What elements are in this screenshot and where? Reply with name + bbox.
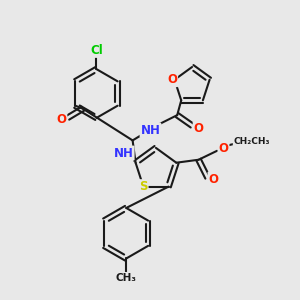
Text: O: O [219, 142, 229, 155]
Text: CH₂CH₃: CH₂CH₃ [233, 136, 270, 146]
Text: O: O [56, 112, 66, 126]
Text: Cl: Cl [90, 44, 103, 57]
Text: CH₃: CH₃ [116, 273, 137, 283]
Text: O: O [194, 122, 204, 135]
Text: NH: NH [140, 124, 160, 136]
Text: O: O [208, 172, 218, 186]
Text: NH: NH [114, 146, 134, 160]
Text: O: O [167, 73, 177, 86]
Text: S: S [139, 180, 148, 193]
